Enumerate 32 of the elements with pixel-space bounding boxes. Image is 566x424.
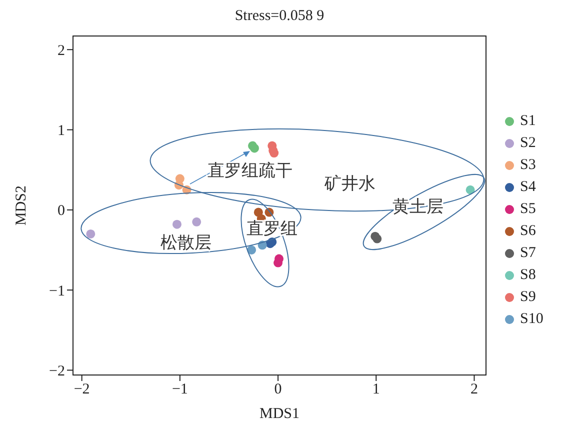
point (192, 217, 202, 226)
legend-label: S10 (520, 310, 544, 329)
point (466, 185, 475, 194)
x-tick-label: 1 (372, 382, 380, 398)
y-tick-label: 1 (58, 123, 65, 140)
y-tick-label: 0 (58, 203, 65, 220)
x-tick-label: 2 (470, 382, 478, 398)
y-tick-label: 2 (58, 42, 65, 59)
y-tick-label: −1 (49, 283, 65, 300)
x-axis-title: MDS1 (259, 406, 300, 422)
annotation: 矿井水 (324, 174, 376, 194)
legend-label: S7 (520, 244, 536, 263)
point (247, 245, 256, 254)
point (250, 144, 259, 153)
legend-label: S6 (520, 222, 536, 241)
point (86, 229, 96, 238)
y-tick-label: −2 (49, 364, 65, 380)
point (372, 234, 382, 244)
y-axis-title: MDS2 (13, 185, 30, 226)
point (172, 220, 182, 229)
annotation: 松散层 (160, 233, 212, 253)
legend-label: S9 (520, 288, 536, 307)
x-tick-label: −2 (74, 382, 90, 398)
legend-label: S3 (520, 156, 536, 175)
legend-label: S1 (520, 112, 536, 131)
legend-label: S2 (520, 134, 536, 153)
legend-label: S8 (520, 266, 536, 285)
legend-label: S4 (520, 178, 536, 197)
legend-label: S5 (520, 200, 536, 219)
x-tick-label: −1 (172, 382, 188, 398)
x-tick-label: 0 (274, 382, 282, 398)
chart-title: Stress=0.058 9 (234, 8, 324, 24)
